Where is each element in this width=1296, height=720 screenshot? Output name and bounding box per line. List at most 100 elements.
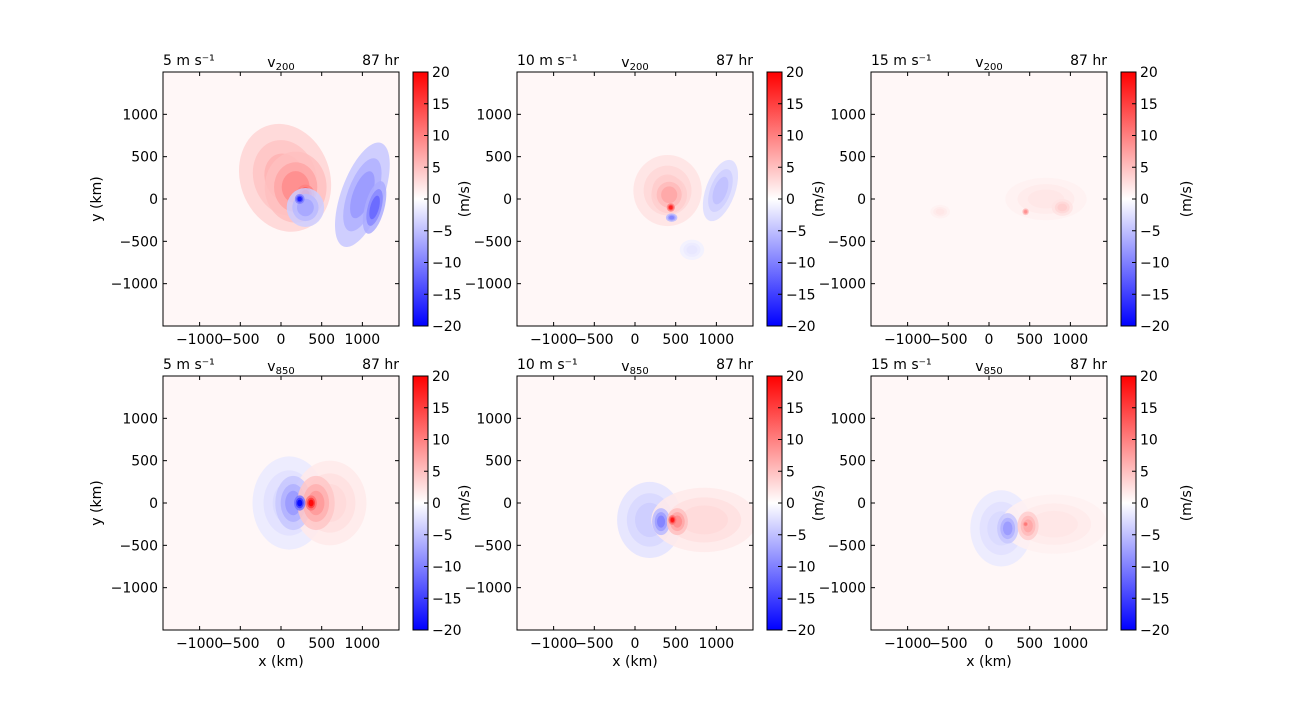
x-tick-label: 1000 xyxy=(1053,332,1089,348)
anomaly-positive-5 xyxy=(1024,522,1028,526)
colorbar-tick-label: 5 xyxy=(432,160,441,176)
colorbar: 20 15 10 5 0 −5 −10 −15 −20 xyxy=(766,369,816,639)
y-tick-label: 0 xyxy=(149,496,158,512)
colorbar-tick-label: −20 xyxy=(1140,623,1170,639)
panel-title-center: v200 xyxy=(267,55,294,73)
colorbar-tick-label: −10 xyxy=(786,256,816,272)
y-tick-label: 1000 xyxy=(476,411,512,427)
colorbar: 20 15 10 5 0 −5 −10 −15 −20 xyxy=(1120,65,1170,335)
y-tick-label: 1000 xyxy=(830,107,866,123)
colorbar-tick-label: −5 xyxy=(786,528,807,544)
field-6 xyxy=(871,376,1107,630)
x-tick-label: 500 xyxy=(308,332,335,348)
field-3 xyxy=(871,72,1107,326)
colorbar-tick-label: 20 xyxy=(786,369,804,385)
panel-title-left: 10 m s⁻¹ xyxy=(517,357,578,373)
anomaly-negative-4 xyxy=(350,171,375,219)
colorbar: 20 15 10 5 0 −5 −10 −15 −20 xyxy=(412,65,462,335)
colorbar-tick-label: 5 xyxy=(786,464,795,480)
y-tick-label: −500 xyxy=(828,538,866,554)
x-tick-label: 1000 xyxy=(699,332,735,348)
colorbar-tick-label: −20 xyxy=(432,319,462,335)
anomaly-positive-2 xyxy=(1024,210,1028,214)
field-2 xyxy=(517,72,753,326)
x-tick-label: −1000 xyxy=(176,332,223,348)
y-tick-label: −1000 xyxy=(819,581,866,597)
colorbar-units-label: (m/s) xyxy=(1179,485,1195,522)
y-tick-label: −500 xyxy=(474,234,512,250)
y-tick-label: 500 xyxy=(839,150,866,166)
x-tick-label: 500 xyxy=(662,636,689,652)
panel-title-right: 87 hr xyxy=(362,357,399,373)
anomaly-negative-5 xyxy=(369,195,380,220)
x-tick-label: 1000 xyxy=(345,636,381,652)
x-axis-label: x (km) xyxy=(966,654,1011,670)
colorbar-tick-label: 10 xyxy=(1140,129,1158,145)
colorbar-tick-label: −20 xyxy=(786,319,816,335)
anomaly-positive-3 xyxy=(668,205,673,210)
colorbar-tick-label: 0 xyxy=(786,496,795,512)
y-tick-label: −500 xyxy=(828,234,866,250)
colorbar-tick-label: −15 xyxy=(786,287,816,303)
colorbar-tick-label: 20 xyxy=(1140,65,1158,81)
colorbar-tick-label: −20 xyxy=(432,623,462,639)
colorbar-tick-label: 15 xyxy=(786,401,804,417)
colorbar-tick-label: −5 xyxy=(1140,224,1161,240)
y-tick-label: −1000 xyxy=(465,277,512,293)
y-tick-label: −500 xyxy=(474,538,512,554)
panel-title-center: v850 xyxy=(621,359,648,377)
x-tick-label: −500 xyxy=(929,332,967,348)
y-tick-label: 500 xyxy=(131,454,158,470)
panel-title-left: 5 m s⁻¹ xyxy=(163,357,215,373)
colorbar-tick-label: 15 xyxy=(1140,97,1158,113)
y-tick-label: 0 xyxy=(857,192,866,208)
y-tick-label: −1000 xyxy=(111,277,158,293)
panel-title-right: 87 hr xyxy=(1070,357,1107,373)
panel-title-right: 87 hr xyxy=(716,53,753,69)
colorbar-tick-label: −10 xyxy=(432,560,462,576)
colorbar-tick-label: 10 xyxy=(432,433,450,449)
panel-title-right: 87 hr xyxy=(362,53,399,69)
anomaly-positive-3 xyxy=(1057,203,1068,212)
panel-title-right: 87 hr xyxy=(1070,53,1107,69)
colorbar-tick-label: 15 xyxy=(432,97,450,113)
x-tick-label: 500 xyxy=(308,636,335,652)
colorbar-tick-label: −15 xyxy=(1140,591,1170,607)
anomaly-negative-7 xyxy=(297,196,302,202)
colorbar-tick-label: 10 xyxy=(786,433,804,449)
field-1 xyxy=(163,72,399,326)
colorbar-units-label: (m/s) xyxy=(811,485,827,522)
x-tick-label: −1000 xyxy=(176,636,223,652)
x-tick-label: 1000 xyxy=(345,332,381,348)
colorbar-tick-label: 20 xyxy=(786,65,804,81)
colorbar-units-label: (m/s) xyxy=(811,181,827,218)
x-axis-label: x (km) xyxy=(612,654,657,670)
colorbar-tick-label: −15 xyxy=(786,591,816,607)
anomaly-negative-3 xyxy=(1002,521,1013,536)
anomaly-positive-2 xyxy=(661,186,678,204)
x-tick-label: 500 xyxy=(1016,636,1043,652)
y-axis-label: y (km) xyxy=(89,176,105,221)
y-tick-label: −1000 xyxy=(111,581,158,597)
colorbar-tick-label: −15 xyxy=(432,591,462,607)
panel-title-center: v200 xyxy=(621,55,648,73)
panel-title-center: v850 xyxy=(267,359,294,377)
colorbar-units-label: (m/s) xyxy=(457,485,473,522)
x-tick-label: −1000 xyxy=(530,636,577,652)
x-tick-label: −1000 xyxy=(884,636,931,652)
y-tick-label: 0 xyxy=(503,192,512,208)
colorbar-tick-label: −20 xyxy=(1140,319,1170,335)
x-tick-label: 500 xyxy=(662,332,689,348)
colorbar-tick-label: 5 xyxy=(1140,464,1149,480)
colorbar-units-label: (m/s) xyxy=(457,181,473,218)
colorbar-tick-label: 5 xyxy=(786,160,795,176)
y-tick-label: 0 xyxy=(503,496,512,512)
y-tick-label: 1000 xyxy=(476,107,512,123)
panel-title-left: 15 m s⁻¹ xyxy=(871,53,932,69)
colorbar-tick-label: 0 xyxy=(1140,496,1149,512)
colorbar-tick-label: 0 xyxy=(1140,192,1149,208)
